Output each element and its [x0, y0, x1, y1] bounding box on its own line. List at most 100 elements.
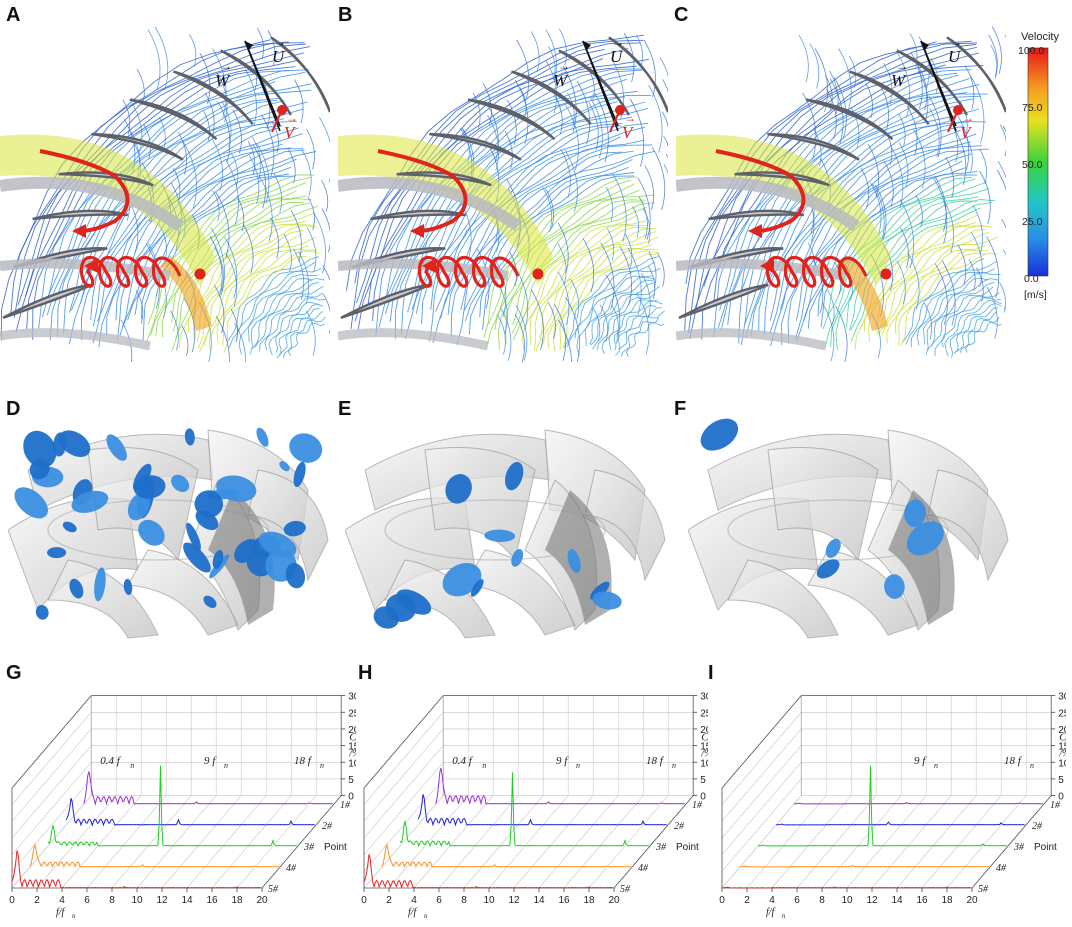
- x-tick-label: 0: [361, 895, 367, 906]
- x-tick-label: 2: [744, 895, 750, 906]
- series-line-2#: [417, 794, 667, 827]
- panel-letter-g: G: [6, 662, 22, 684]
- spectrum-chart-h: 051015202530Cp/%02468101214161820f/fn1#2…: [361, 692, 708, 920]
- annotation-low-frequency: 0.4 f: [452, 755, 474, 767]
- z-tick-label: 30: [1058, 692, 1066, 703]
- vortex-render-d: [8, 427, 329, 639]
- x-tick-label: 12: [508, 895, 520, 906]
- vector-label-u: U: [610, 47, 624, 66]
- x-tick-label: 16: [916, 895, 928, 906]
- svg-text:n: n: [782, 912, 786, 920]
- series-line-3#: [757, 765, 1007, 847]
- x-tick-label: 18: [583, 895, 595, 906]
- series-line-4#: [29, 842, 279, 868]
- colorbar-unit: [m/s]: [1024, 289, 1047, 301]
- panel-letter-c: C: [674, 4, 689, 26]
- vector-label-v: V: [622, 123, 635, 142]
- svg-text:/%: /%: [700, 749, 708, 760]
- vector-label-u: U: [948, 47, 962, 66]
- svg-text:n: n: [320, 761, 324, 770]
- x-tick-label: 12: [156, 895, 168, 906]
- x-tick-label: 10: [483, 895, 495, 906]
- series-line-5#: [11, 850, 261, 889]
- point-label: 5#: [620, 884, 631, 895]
- x-tick-label: 2: [386, 895, 392, 906]
- x-axis-label: f/f: [408, 907, 418, 918]
- series-line-5#: [363, 854, 613, 889]
- series-line-4#: [381, 842, 631, 868]
- panel-letter-i: I: [708, 662, 714, 684]
- x-tick-label: 8: [461, 895, 467, 906]
- colorbar-tick-0: 0.0: [1024, 273, 1039, 285]
- svg-text:→: →: [962, 111, 974, 125]
- panel-letter-f: F: [674, 398, 687, 420]
- vector-label-w: W: [215, 71, 231, 90]
- annotation-blade-frequency: 9 f: [204, 755, 217, 767]
- svg-text:n: n: [130, 761, 134, 770]
- svg-text:→: →: [274, 35, 286, 49]
- z-tick-label: 5: [1058, 775, 1064, 786]
- vector-label-v: V: [284, 123, 297, 142]
- vector-label-w: W: [553, 71, 569, 90]
- depth-axis-label: Point: [324, 842, 347, 853]
- point-label: 5#: [978, 884, 989, 895]
- vortex-panel-e: [345, 410, 670, 642]
- colorbar-tick-25: 25.0: [1022, 216, 1043, 228]
- panel-letter-e: E: [338, 398, 352, 420]
- svg-text:n: n: [224, 761, 228, 770]
- series-line-3#: [399, 772, 649, 848]
- z-tick-label: 10: [1058, 758, 1066, 769]
- x-tick-label: 16: [558, 895, 570, 906]
- series-line-5#: [721, 886, 971, 889]
- svg-text:n: n: [672, 761, 676, 770]
- point-label: 3#: [1013, 842, 1025, 853]
- point-label: 2#: [674, 821, 685, 832]
- x-tick-label: 2: [34, 895, 40, 906]
- x-tick-label: 12: [866, 895, 878, 906]
- z-tick-label: 20: [348, 725, 356, 736]
- svg-text:/%: /%: [1058, 749, 1066, 760]
- depth-axis-label: Point: [1034, 842, 1057, 853]
- x-tick-label: 6: [436, 895, 442, 906]
- x-axis-label: f/f: [766, 907, 776, 918]
- series-line-1#: [435, 767, 685, 806]
- point-label: 3#: [303, 842, 315, 853]
- z-tick-label: 15: [348, 742, 356, 753]
- point-label: 5#: [268, 884, 279, 895]
- z-tick-label: 25: [1058, 708, 1066, 719]
- x-tick-label: 14: [533, 895, 545, 906]
- point-label: 4#: [286, 863, 297, 874]
- x-tick-label: 18: [941, 895, 953, 906]
- point-label: 1#: [1050, 800, 1061, 811]
- z-tick-label: 30: [348, 692, 356, 703]
- annotation-blade-frequency: 9 f: [556, 755, 569, 767]
- point-label: 4#: [638, 863, 649, 874]
- x-tick-label: 6: [794, 895, 800, 906]
- x-tick-label: 4: [59, 895, 65, 906]
- z-axis-label: C: [1059, 732, 1066, 744]
- x-tick-label: 16: [206, 895, 218, 906]
- svg-text:n: n: [1030, 761, 1034, 770]
- z-tick-label: 25: [700, 708, 708, 719]
- svg-text:→: →: [286, 111, 298, 125]
- z-axis-label: C: [701, 732, 708, 744]
- spectrum-chart-i: 051015202530Cp/%02468101214161820f/fn1#2…: [719, 692, 1066, 920]
- series-line-1#: [793, 801, 1043, 805]
- z-tick-label: 0: [1058, 792, 1064, 803]
- svg-text:→: →: [612, 35, 624, 49]
- z-tick-label: 15: [700, 742, 708, 753]
- z-tick-label: 5: [348, 775, 354, 786]
- panel-letter-d: D: [6, 398, 21, 420]
- colorbar-title: Velocity: [1021, 31, 1059, 43]
- x-tick-label: 20: [608, 895, 620, 906]
- point-label: 2#: [322, 821, 333, 832]
- svg-text:→: →: [950, 35, 962, 49]
- vortex-panel-f: [688, 410, 1013, 642]
- svg-text:n: n: [72, 912, 76, 920]
- z-tick-label: 0: [348, 792, 354, 803]
- vector-label-w: W: [891, 71, 907, 90]
- x-tick-label: 20: [256, 895, 268, 906]
- annotation-double-frequency: 18 f: [294, 755, 313, 767]
- point-label: 1#: [692, 800, 703, 811]
- svg-text:n: n: [482, 761, 486, 770]
